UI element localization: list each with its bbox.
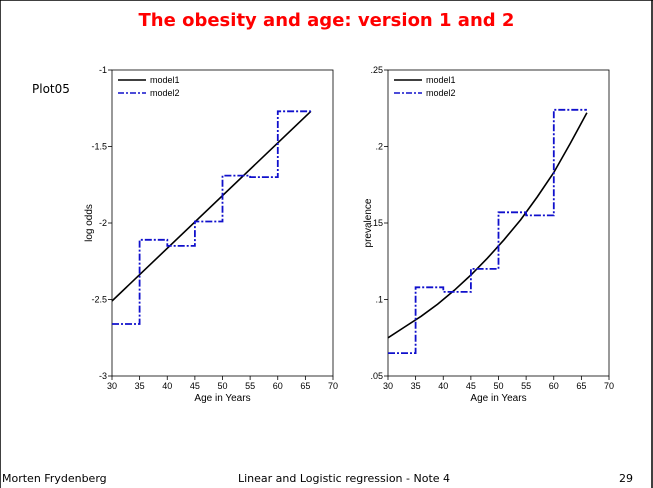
x-tick-label: 60 bbox=[273, 381, 283, 391]
y-tick-label: -1 bbox=[99, 65, 107, 75]
x-tick-label: 70 bbox=[604, 381, 614, 391]
x-tick-label: 65 bbox=[300, 381, 310, 391]
x-tick-label: 45 bbox=[190, 381, 200, 391]
plot-label: Plot05 bbox=[32, 82, 70, 96]
x-tick-label: 50 bbox=[217, 381, 227, 391]
series-line-model2 bbox=[112, 110, 311, 325]
y-tick-label: .15 bbox=[370, 218, 383, 228]
x-tick-label: 40 bbox=[438, 381, 448, 391]
y-tick-label: -3 bbox=[99, 371, 107, 381]
x-tick-label: 55 bbox=[521, 381, 531, 391]
x-axis-label: Age in Years bbox=[194, 393, 250, 404]
series-line-model2 bbox=[388, 108, 587, 355]
legend-label-model1: model1 bbox=[150, 75, 180, 85]
x-axis-label: Age in Years bbox=[470, 393, 526, 404]
x-tick-label: 30 bbox=[383, 381, 393, 391]
series-line-model1 bbox=[387, 112, 588, 339]
y-axis-label: log odds bbox=[84, 204, 95, 242]
x-tick-label: 50 bbox=[493, 381, 503, 391]
legend-label-model1: model1 bbox=[426, 75, 456, 85]
x-tick-label: 35 bbox=[411, 381, 421, 391]
x-tick-label: 70 bbox=[328, 381, 338, 391]
footer-author: Morten Frydenberg bbox=[2, 472, 107, 485]
y-tick-label: .2 bbox=[375, 142, 383, 152]
footer-course: Linear and Logistic regression - Note 4 bbox=[238, 472, 451, 485]
x-tick-label: 35 bbox=[135, 381, 145, 391]
legend-label-model2: model2 bbox=[150, 88, 180, 98]
series-line-model1 bbox=[111, 110, 312, 302]
x-tick-label: 65 bbox=[576, 381, 586, 391]
slide-title: The obesity and age: version 1 and 2 bbox=[138, 10, 515, 31]
y-tick-label: -2 bbox=[99, 218, 107, 228]
x-tick-label: 30 bbox=[107, 381, 117, 391]
x-tick-label: 45 bbox=[466, 381, 476, 391]
page-number: 29 bbox=[619, 472, 633, 485]
x-tick-label: 60 bbox=[549, 381, 559, 391]
x-tick-label: 55 bbox=[245, 381, 255, 391]
y-tick-label: .1 bbox=[375, 295, 383, 305]
x-tick-label: 40 bbox=[162, 381, 172, 391]
legend-label-model2: model2 bbox=[426, 88, 456, 98]
y-tick-label: -2.5 bbox=[91, 295, 107, 305]
y-tick-label: .25 bbox=[370, 65, 383, 75]
y-axis-label: prevalence bbox=[363, 198, 374, 247]
y-tick-label: -1.5 bbox=[91, 142, 107, 152]
y-tick-label: .05 bbox=[370, 371, 383, 381]
